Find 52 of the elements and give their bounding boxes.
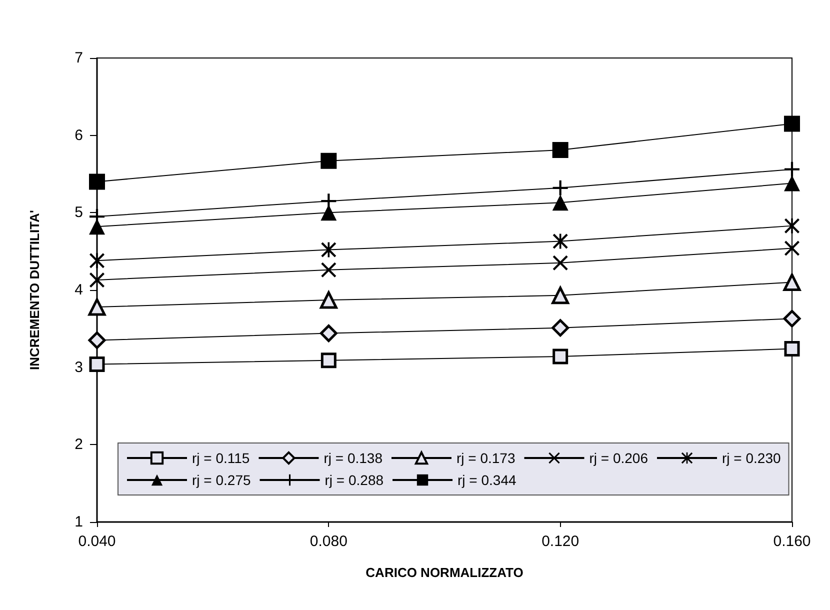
y-tick-label: 1 bbox=[74, 514, 83, 530]
y-tick-label: 7 bbox=[74, 50, 83, 66]
point bbox=[90, 272, 104, 288]
point bbox=[89, 356, 105, 372]
point bbox=[89, 218, 105, 235]
point bbox=[320, 352, 336, 368]
point bbox=[784, 240, 800, 256]
point bbox=[552, 255, 568, 270]
point bbox=[784, 162, 800, 177]
legend-label: rj = 0.344 bbox=[458, 472, 516, 488]
y-axis-title: INCREMENTO DUTTILITA' bbox=[27, 210, 42, 370]
point bbox=[88, 332, 106, 350]
x-tick-label: 0.160 bbox=[773, 533, 811, 550]
point bbox=[552, 319, 570, 337]
point bbox=[320, 152, 337, 169]
point bbox=[321, 242, 336, 258]
x-axis-title: CARICO NORMALIZZATO bbox=[366, 565, 524, 580]
legend-label: rj = 0.138 bbox=[324, 450, 383, 466]
point bbox=[320, 291, 338, 309]
y-tick-label: 3 bbox=[74, 358, 83, 376]
point bbox=[784, 175, 800, 192]
point bbox=[784, 341, 800, 357]
point bbox=[552, 286, 570, 304]
point bbox=[783, 274, 801, 292]
point bbox=[784, 218, 800, 234]
y-tick-label: 5 bbox=[74, 204, 83, 222]
y-tick-label: 2 bbox=[74, 436, 83, 454]
point bbox=[552, 348, 568, 364]
legend-label: rj = 0.288 bbox=[324, 472, 384, 488]
point bbox=[88, 298, 106, 316]
x-tick-label: 0.080 bbox=[310, 533, 348, 550]
point bbox=[320, 324, 338, 342]
legend-label: rj = 0.206 bbox=[589, 450, 648, 466]
point bbox=[89, 174, 105, 190]
point bbox=[552, 180, 568, 196]
point bbox=[784, 116, 800, 132]
point bbox=[320, 204, 337, 221]
point bbox=[90, 253, 104, 268]
point bbox=[321, 262, 336, 278]
x-tick-label: 0.120 bbox=[542, 533, 580, 550]
point bbox=[552, 194, 568, 211]
x-tick-label: 0.040 bbox=[78, 533, 116, 550]
y-tick-label: 4 bbox=[74, 282, 83, 298]
point bbox=[552, 142, 568, 158]
legend-label: rj = 0.275 bbox=[192, 472, 251, 488]
legend-label: rj = 0.173 bbox=[456, 450, 516, 466]
legend-label: rj = 0.115 bbox=[192, 450, 250, 466]
legend-label: rj = 0.230 bbox=[722, 450, 781, 466]
point bbox=[552, 234, 568, 249]
point bbox=[783, 310, 801, 328]
point bbox=[321, 194, 336, 209]
y-tick-label: 6 bbox=[74, 126, 83, 144]
